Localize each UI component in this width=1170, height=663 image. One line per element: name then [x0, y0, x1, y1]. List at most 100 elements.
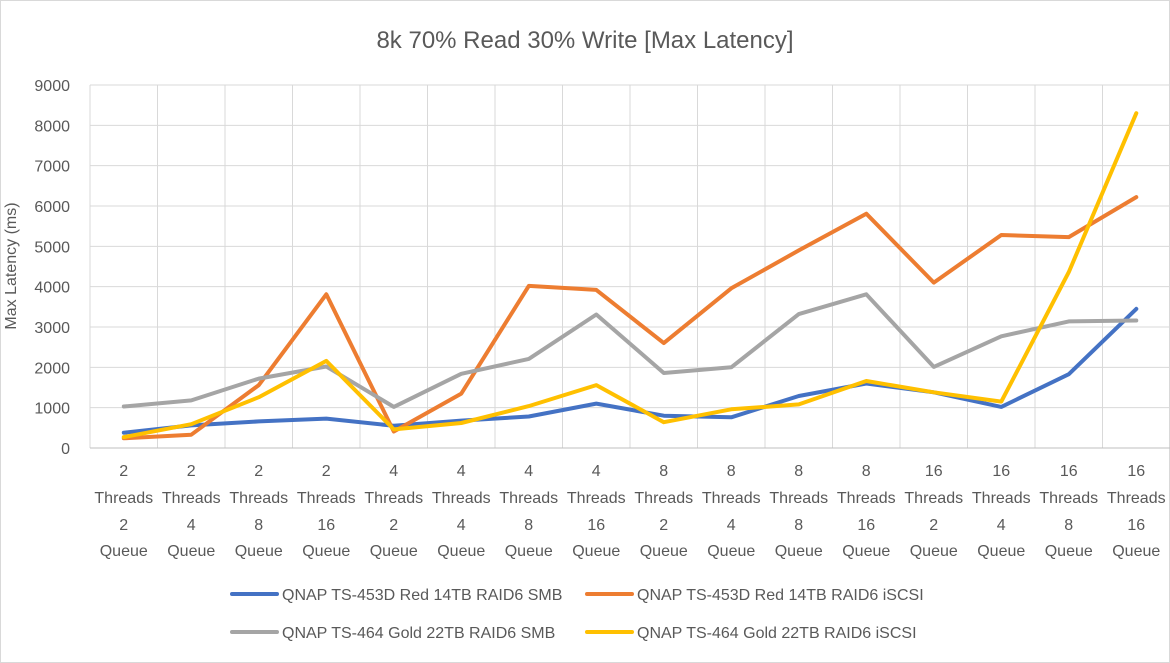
- y-tick-label: 7000: [34, 159, 70, 176]
- x-tick-label-line: 16: [1127, 517, 1145, 534]
- x-tick-label-line: Threads: [972, 490, 1031, 507]
- x-tick-label-line: 8: [659, 463, 668, 480]
- x-tick-label: 4 Threads 2 Queue: [364, 463, 423, 560]
- x-tick-label: 16 Threads 2 Queue: [904, 463, 963, 560]
- gridlines: [89, 84, 1170, 449]
- x-tick-label: 8 Threads 2 Queue: [634, 463, 693, 560]
- x-tick-label: 16 Threads 4 Queue: [972, 463, 1031, 560]
- y-tick-label: 9000: [34, 78, 70, 95]
- legend-label: QNAP TS-464 Gold 22TB RAID6 SMB: [282, 625, 555, 642]
- x-tick-label-line: 2: [119, 517, 128, 534]
- x-tick-label-line: Threads: [837, 490, 896, 507]
- y-tick-label: 2000: [34, 360, 70, 377]
- x-tick-label-line: 4: [727, 517, 736, 534]
- x-tick-label-line: Queue: [640, 543, 688, 560]
- x-tick-label-line: 2: [119, 463, 128, 480]
- series-lines: [121, 111, 1139, 441]
- x-tick-label-line: 2: [389, 517, 398, 534]
- x-tick-label-line: 4: [524, 463, 533, 480]
- x-tick-label-line: Queue: [437, 543, 485, 560]
- x-tick-label-line: 8: [1064, 517, 1073, 534]
- x-tick-label-line: Queue: [707, 543, 755, 560]
- x-tick-label: 2 Threads 8 Queue: [229, 463, 288, 560]
- x-tick-label-line: 4: [389, 463, 398, 480]
- x-tick-label-line: Queue: [1045, 543, 1093, 560]
- legend-label: QNAP TS-464 Gold 22TB RAID6 iSCSI: [637, 625, 917, 642]
- x-tick-label-line: Threads: [297, 490, 356, 507]
- y-tick-label: 3000: [34, 320, 70, 337]
- y-tick-label: 4000: [34, 280, 70, 297]
- x-tick-label-line: Queue: [100, 543, 148, 560]
- legend-label: QNAP TS-453D Red 14TB RAID6 SMB: [282, 587, 562, 604]
- series-line-2: [121, 195, 1139, 441]
- y-tick-label: 8000: [34, 118, 70, 135]
- y-tick-label: 1000: [34, 401, 70, 418]
- series-line-4: [121, 111, 1139, 440]
- x-tick-label: 2 Threads 4 Queue: [162, 463, 221, 560]
- x-tick-label-line: 4: [187, 517, 196, 534]
- x-tick-label-line: 8: [794, 463, 803, 480]
- y-axis-ticks: 0 1000 2000 3000 4000 5000 6000 7000 8000 9000: [34, 78, 70, 458]
- x-tick-label-line: Threads: [567, 490, 626, 507]
- x-axis-ticks: 2 Threads 2 Queue 2 Threads 4 Queue 2 Threads 8 Que…: [94, 463, 1165, 560]
- x-tick-label-line: Threads: [499, 490, 558, 507]
- x-tick-label-line: Threads: [634, 490, 693, 507]
- x-tick-label-line: Threads: [94, 490, 153, 507]
- x-tick-label-line: 16: [992, 463, 1010, 480]
- x-tick-label-line: 8: [862, 463, 871, 480]
- x-tick-label-line: Queue: [775, 543, 823, 560]
- x-tick-label-line: Threads: [1107, 490, 1166, 507]
- x-tick-label: 2 Threads 16 Queue: [297, 463, 356, 560]
- x-tick-label-line: Queue: [910, 543, 958, 560]
- x-tick-label-line: 2: [187, 463, 196, 480]
- x-tick-label: 8 Threads 8 Queue: [769, 463, 828, 560]
- x-tick-label-line: 8: [254, 517, 263, 534]
- x-tick-label-line: Queue: [1112, 543, 1160, 560]
- x-tick-label-line: Threads: [229, 490, 288, 507]
- x-tick-label-line: Threads: [904, 490, 963, 507]
- x-tick-label-line: 4: [997, 517, 1006, 534]
- x-tick-label-line: Queue: [370, 543, 418, 560]
- x-tick-label: 4 Threads 4 Queue: [432, 463, 491, 560]
- x-tick-label-line: 4: [457, 517, 466, 534]
- legend: QNAP TS-453D Red 14TB RAID6 SMB QNAP TS-4…: [230, 587, 924, 642]
- series-line-1: [121, 306, 1139, 435]
- x-tick-label-line: 4: [592, 463, 601, 480]
- x-tick-label: 8 Threads 16 Queue: [837, 463, 896, 560]
- x-tick-label-line: 4: [457, 463, 466, 480]
- y-tick-label: 5000: [34, 239, 70, 256]
- x-tick-label-line: Threads: [162, 490, 221, 507]
- x-tick-label-line: 2: [929, 517, 938, 534]
- x-tick-label: 16 Threads 16 Queue: [1107, 463, 1166, 560]
- x-tick-label-line: 16: [1060, 463, 1078, 480]
- series-line-3: [121, 292, 1139, 409]
- legend-item: QNAP TS-453D Red 14TB RAID6 SMB: [230, 587, 562, 604]
- x-tick-label-line: 8: [727, 463, 736, 480]
- x-tick-label-line: 2: [659, 517, 668, 534]
- x-tick-label-line: Queue: [977, 543, 1025, 560]
- y-axis-label: Max Latency (ms): [3, 202, 20, 329]
- x-tick-label-line: Threads: [432, 490, 491, 507]
- x-tick-label-line: 16: [317, 517, 335, 534]
- x-tick-label-line: 16: [857, 517, 875, 534]
- x-tick-label-line: 8: [794, 517, 803, 534]
- x-tick-label-line: Threads: [769, 490, 828, 507]
- x-tick-label-line: Threads: [1039, 490, 1098, 507]
- y-tick-label: 6000: [34, 199, 70, 216]
- x-tick-label: 8 Threads 4 Queue: [702, 463, 761, 560]
- x-tick-label-line: 2: [322, 463, 331, 480]
- legend-item: QNAP TS-453D Red 14TB RAID6 iSCSI: [585, 587, 924, 604]
- x-tick-label-line: 16: [1127, 463, 1145, 480]
- y-tick-label: 0: [61, 441, 70, 458]
- x-tick-label-line: Queue: [167, 543, 215, 560]
- x-tick-label-line: Queue: [235, 543, 283, 560]
- x-tick-label: 16 Threads 8 Queue: [1039, 463, 1098, 560]
- x-tick-label-line: 2: [254, 463, 263, 480]
- x-tick-label: 2 Threads 2 Queue: [94, 463, 153, 560]
- legend-item: QNAP TS-464 Gold 22TB RAID6 iSCSI: [585, 625, 917, 642]
- legend-item: QNAP TS-464 Gold 22TB RAID6 SMB: [230, 625, 555, 642]
- x-tick-label-line: Threads: [702, 490, 761, 507]
- x-tick-label-line: Queue: [302, 543, 350, 560]
- x-tick-label-line: Threads: [364, 490, 423, 507]
